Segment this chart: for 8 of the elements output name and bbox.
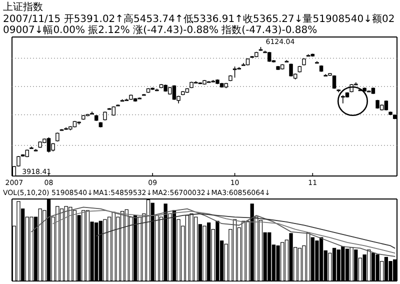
candlestick: [289, 63, 293, 77]
candlestick: [232, 66, 237, 78]
chart-subtitle: 2007/11/15 开5391.02↑高5453.74↑低5336.91↑收5365.27↓量51908540↓额0209007↓幅0.00% 振2.12% 涨(-47.43)-0.88% 指数(-47.43)-0.88%: [3, 13, 395, 36]
candlestick: [46, 136, 51, 153]
candlestick: [332, 74, 336, 90]
candlestick: [172, 84, 176, 100]
candlestick: [341, 94, 345, 104]
chart-title: 上证指数: [3, 1, 43, 13]
